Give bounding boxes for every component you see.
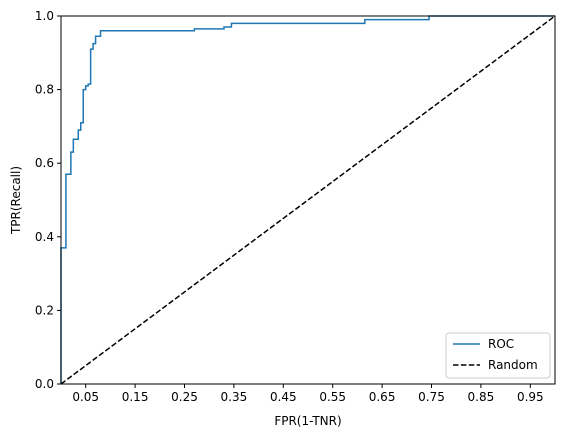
x-tick-label: 0.85 bbox=[468, 390, 495, 404]
y-axis-ticks: 0.0 0.2 0.4 0.6 0.8 1.0 bbox=[35, 9, 61, 391]
y-tick-label: 0.8 bbox=[35, 83, 54, 97]
y-axis-label: TPR(Recall) bbox=[9, 166, 23, 235]
y-tick-label: 1.0 bbox=[35, 9, 54, 23]
series-layer bbox=[60, 15, 556, 385]
x-axis-ticks: 0.05 0.15 0.25 0.35 0.45 0.55 0.65 0.75 0.85 0.95 bbox=[72, 384, 544, 404]
x-tick-label: 0.95 bbox=[517, 390, 544, 404]
legend-label-random: Random bbox=[488, 358, 538, 372]
legend-label-roc: ROC bbox=[488, 337, 514, 351]
x-tick-label: 0.55 bbox=[319, 390, 346, 404]
x-tick-label: 0.65 bbox=[369, 390, 396, 404]
y-tick-label: 0.0 bbox=[35, 377, 54, 391]
y-tick-label: 0.2 bbox=[35, 303, 54, 317]
plot-frame bbox=[60, 15, 556, 385]
x-axis-label: FPR(1-TNR) bbox=[274, 414, 341, 428]
x-tick-label: 0.45 bbox=[270, 390, 297, 404]
x-tick-label: 0.25 bbox=[171, 390, 198, 404]
x-tick-label: 0.05 bbox=[72, 390, 99, 404]
x-tick-label: 0.75 bbox=[418, 390, 445, 404]
legend: ROC Random bbox=[445, 332, 551, 379]
x-tick-label: 0.35 bbox=[221, 390, 248, 404]
y-tick-label: 0.6 bbox=[35, 156, 54, 170]
x-tick-label: 0.15 bbox=[122, 390, 149, 404]
series-line-roc bbox=[60, 15, 555, 384]
y-tick-label: 0.4 bbox=[35, 230, 54, 244]
